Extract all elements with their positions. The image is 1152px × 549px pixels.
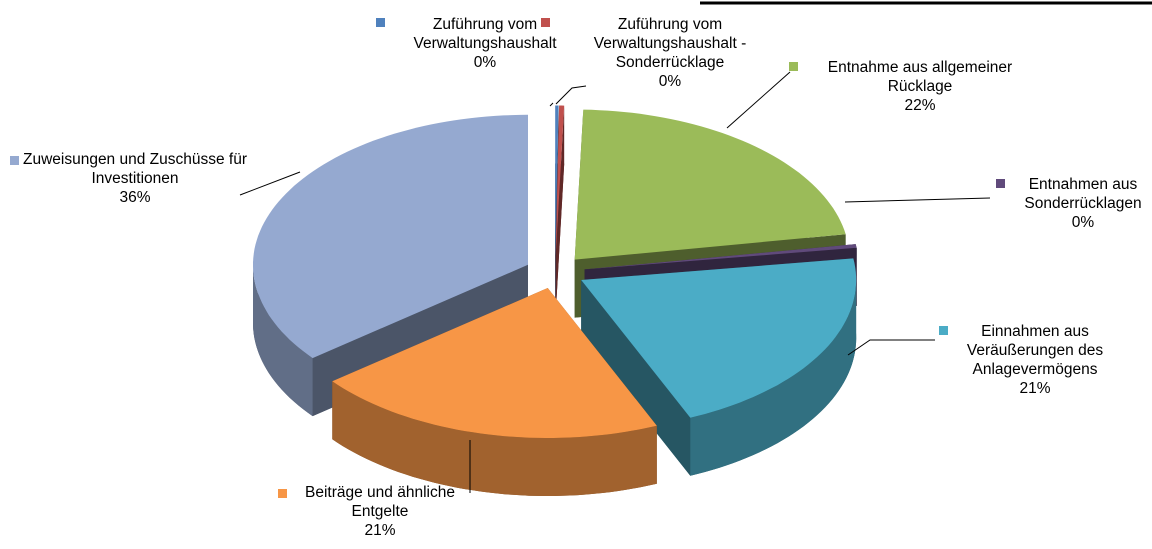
label-name: Entnahmen aus Sonderrücklagen xyxy=(1024,176,1142,212)
slice xyxy=(574,109,846,260)
label-percent: 0% xyxy=(658,73,682,90)
label-name: Einnahmen aus Veräußerungen des Anlageve… xyxy=(966,323,1104,378)
data-label: Entnahme aus allgemeiner Rücklage 22% xyxy=(805,58,1035,115)
legend-marker xyxy=(789,62,798,71)
data-label: Zuführung vom Verwaltungshaushalt 0% xyxy=(410,15,560,72)
label-name: Entnahme aus allgemeiner Rücklage xyxy=(827,59,1013,95)
slice-wall xyxy=(253,264,313,417)
label-percent: 0% xyxy=(473,54,497,71)
legend-marker xyxy=(541,18,550,27)
slice xyxy=(253,114,528,359)
leader-line xyxy=(847,339,935,356)
label-percent: 21% xyxy=(1019,380,1051,397)
legend-marker xyxy=(376,18,385,27)
label-name: Beiträge und ähnliche Entgelte xyxy=(305,484,455,520)
label-name: Zuführung vom Verwaltungshaushalt xyxy=(413,16,557,52)
data-label: Einnahmen aus Veräußerungen des Anlageve… xyxy=(948,322,1123,398)
leader-line xyxy=(844,197,991,203)
slice xyxy=(581,258,857,418)
legend-marker xyxy=(996,179,1005,188)
data-label: Zuweisungen und Zuschüsse für Investitio… xyxy=(15,150,255,207)
label-percent: 21% xyxy=(364,522,396,539)
slice xyxy=(584,244,857,270)
label-percent: 36% xyxy=(119,189,151,206)
slice xyxy=(555,105,565,256)
leader-line xyxy=(549,102,554,107)
legend-marker xyxy=(10,156,19,165)
legend-marker xyxy=(939,326,948,335)
slice-side xyxy=(581,280,691,476)
leader-line xyxy=(555,85,587,105)
data-label: Beiträge und ähnliche Entgelte 21% xyxy=(280,483,480,540)
leader-line xyxy=(726,71,791,129)
label-percent: 0% xyxy=(1071,214,1095,231)
slice xyxy=(555,105,559,256)
slice-wall xyxy=(332,381,657,496)
leader-line xyxy=(239,171,301,196)
slice-side xyxy=(555,105,565,314)
data-label: Entnahmen aus Sonderrücklagen 0% xyxy=(1013,175,1152,232)
label-percent: 22% xyxy=(904,97,936,114)
slice-wall xyxy=(690,280,857,476)
legend-marker xyxy=(278,489,287,498)
label-name: Zuführung vom Verwaltungshaushalt - Sond… xyxy=(593,16,747,71)
data-label: Zuführung vom Verwaltungshaushalt - Sond… xyxy=(583,15,758,91)
slice xyxy=(332,288,657,438)
label-name: Zuweisungen und Zuschüsse für Investitio… xyxy=(22,151,248,187)
